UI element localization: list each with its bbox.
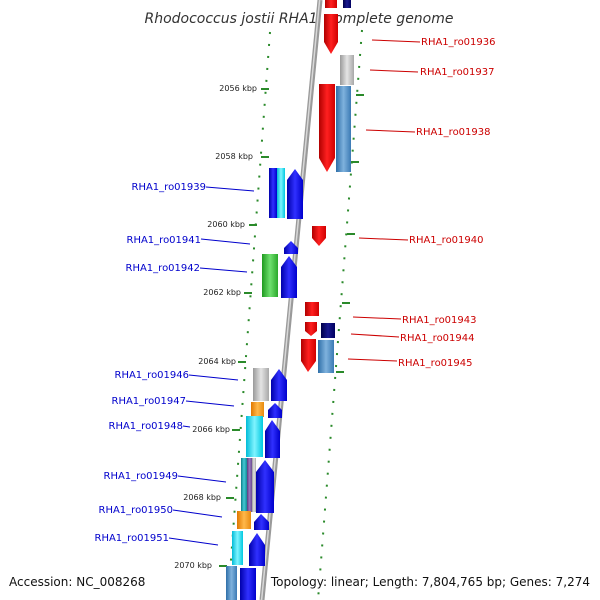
left-gene-labels: RHA1_ro01939 RHA1_ro01941 RHA1_ro01942 R…	[95, 182, 255, 546]
gene-ro01941[interactable]	[284, 241, 298, 254]
gene-label[interactable]: RHA1_ro01951	[95, 533, 170, 544]
kbp-label: 2064 kbp	[198, 357, 236, 366]
gene-label[interactable]: RHA1_ro01950	[99, 505, 174, 516]
gene-label[interactable]: RHA1_ro01945	[398, 358, 473, 369]
gene-label[interactable]: RHA1_ro01939	[132, 182, 207, 193]
gene-label[interactable]: RHA1_ro01940	[409, 235, 484, 246]
gene-ro01950-a[interactable]	[237, 511, 251, 529]
kbp-label: 2062 kbp	[203, 288, 241, 297]
kbp-label: 2060 kbp	[207, 220, 245, 229]
gene-ro01943-b[interactable]	[305, 322, 317, 336]
gene-label[interactable]: RHA1_ro01948	[109, 421, 184, 432]
gene-ro01949-a[interactable]	[241, 458, 247, 512]
forward-strand-genes	[226, 168, 303, 600]
right-gene-labels: RHA1_ro01936 RHA1_ro01937 RHA1_ro01938 R…	[347, 37, 496, 369]
gene-ro01949-b[interactable]	[247, 458, 252, 512]
gene-block[interactable]	[226, 566, 237, 600]
gene-ro01948-b[interactable]	[265, 420, 280, 458]
gene-ro01938-b[interactable]	[336, 86, 351, 172]
gene-block[interactable]	[240, 568, 256, 600]
gene-ro01939-b[interactable]	[277, 168, 285, 218]
gene-ro01939-a[interactable]	[269, 168, 277, 218]
gene-label[interactable]: RHA1_ro01944	[400, 333, 475, 344]
genome-title: Rhodococcus jostii RHA1, complete genome	[144, 11, 453, 27]
gene-ro01943-a[interactable]	[305, 302, 319, 316]
genome-summary-text: Topology: linear; Length: 7,804,765 bp; …	[270, 575, 590, 589]
gene-ro01942-b[interactable]	[281, 256, 297, 298]
kbp-label: 2068 kbp	[183, 493, 221, 502]
kbp-label: 2056 kbp	[219, 84, 257, 93]
kbp-ticks: 2056 kbp 2058 kbp 2060 kbp 2062 kbp 2064…	[174, 84, 269, 570]
gene-ro01940[interactable]	[312, 226, 326, 246]
gene-ro01946-a[interactable]	[253, 368, 269, 401]
gene-ro01947-a[interactable]	[251, 402, 264, 417]
kbp-label: 2058 kbp	[215, 152, 253, 161]
gene-ro01938-a[interactable]	[319, 84, 335, 172]
gene-label[interactable]: RHA1_ro01936	[421, 37, 496, 48]
gene-label[interactable]: RHA1_ro01947	[112, 396, 187, 407]
footer-left-bg	[6, 573, 146, 591]
gene-ro01936[interactable]	[324, 14, 338, 54]
gene-ro01949-d[interactable]	[256, 460, 274, 513]
gene-label[interactable]: RHA1_ro01949	[104, 471, 179, 482]
gene-ro01945-b[interactable]	[318, 340, 334, 373]
gene-label[interactable]: RHA1_ro01943	[402, 315, 477, 326]
kbp-label: 2066 kbp	[192, 425, 230, 434]
gene-label[interactable]: RHA1_ro01937	[420, 67, 495, 78]
gene-ro01945-a[interactable]	[301, 339, 316, 372]
gene-ro01949-c[interactable]	[252, 458, 256, 512]
gene-block[interactable]	[325, 0, 337, 8]
reverse-strand-genes	[301, 0, 354, 373]
gene-ro01951-b[interactable]	[249, 533, 265, 566]
gene-ro01944[interactable]	[321, 323, 335, 338]
gene-block[interactable]	[343, 0, 351, 8]
kbp-label: 2070 kbp	[174, 561, 212, 570]
accession-text: Accession: NC_008268	[9, 575, 145, 589]
gene-label[interactable]: RHA1_ro01942	[126, 263, 201, 274]
gene-ro01939-c[interactable]	[287, 169, 303, 219]
outer-track-ticks	[336, 94, 364, 373]
gene-ro01947-b[interactable]	[268, 403, 282, 418]
gene-label[interactable]: RHA1_ro01941	[127, 235, 202, 246]
gene-ro01946-b[interactable]	[271, 369, 287, 401]
gene-ro01942-a[interactable]	[262, 254, 278, 297]
gene-ro01948-a[interactable]	[246, 416, 263, 457]
gene-label[interactable]: RHA1_ro01938	[416, 127, 491, 138]
gene-ro01950-b[interactable]	[254, 514, 269, 530]
gene-ro01951-a[interactable]	[232, 531, 243, 565]
gene-label[interactable]: RHA1_ro01946	[115, 370, 190, 381]
gene-ro01937[interactable]	[340, 55, 354, 85]
footer-right-bg	[268, 573, 594, 591]
